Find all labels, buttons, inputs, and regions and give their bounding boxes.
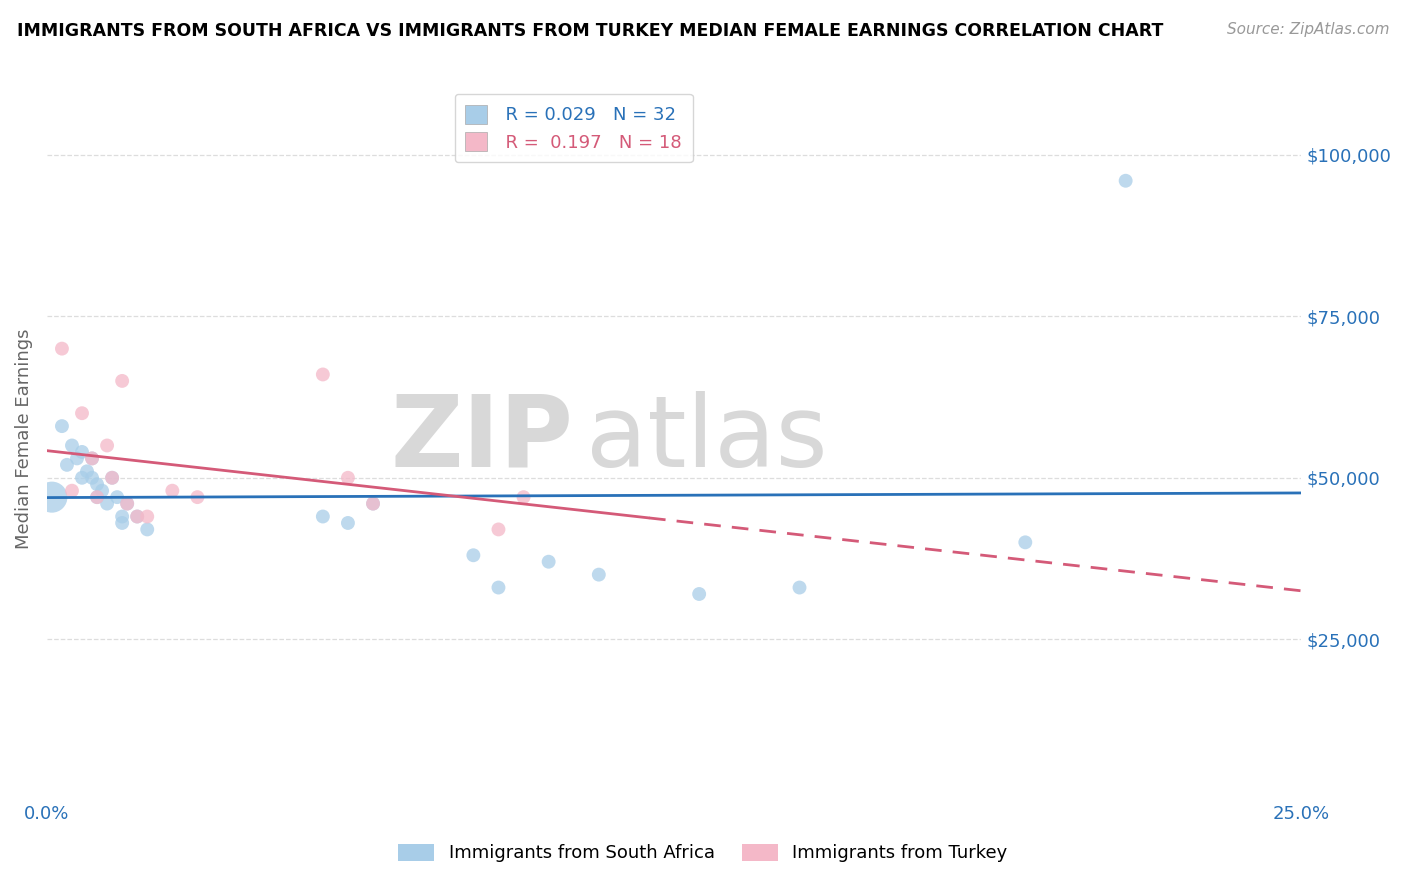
Point — [312, 509, 335, 524]
Point — [127, 509, 149, 524]
Point — [80, 451, 103, 466]
Point — [1014, 535, 1036, 549]
Point — [96, 497, 118, 511]
Point — [512, 490, 534, 504]
Point — [70, 445, 93, 459]
Point — [111, 509, 134, 524]
Point — [51, 342, 73, 356]
Legend:   R = 0.029   N = 32,   R =  0.197   N = 18: R = 0.029 N = 32, R = 0.197 N = 18 — [454, 94, 693, 162]
Point — [86, 477, 108, 491]
Text: IMMIGRANTS FROM SOUTH AFRICA VS IMMIGRANTS FROM TURKEY MEDIAN FEMALE EARNINGS CO: IMMIGRANTS FROM SOUTH AFRICA VS IMMIGRAN… — [17, 22, 1163, 40]
Point — [80, 471, 103, 485]
Point — [86, 490, 108, 504]
Text: atlas: atlas — [586, 391, 828, 488]
Point — [136, 509, 159, 524]
Legend: Immigrants from South Africa, Immigrants from Turkey: Immigrants from South Africa, Immigrants… — [391, 837, 1015, 870]
Point — [101, 471, 124, 485]
Point — [111, 516, 134, 530]
Point — [115, 497, 138, 511]
Point — [91, 483, 114, 498]
Point — [361, 497, 384, 511]
Point — [111, 374, 134, 388]
Point — [56, 458, 79, 472]
Point — [463, 548, 485, 562]
Point — [105, 490, 128, 504]
Point — [115, 497, 138, 511]
Point — [537, 555, 560, 569]
Point — [488, 523, 510, 537]
Point — [162, 483, 184, 498]
Point — [361, 497, 384, 511]
Point — [186, 490, 208, 504]
Point — [60, 483, 83, 498]
Point — [588, 567, 610, 582]
Point — [96, 438, 118, 452]
Point — [70, 471, 93, 485]
Point — [136, 523, 159, 537]
Point — [76, 464, 98, 478]
Point — [488, 581, 510, 595]
Point — [336, 471, 359, 485]
Point — [688, 587, 710, 601]
Point — [70, 406, 93, 420]
Point — [60, 438, 83, 452]
Point — [101, 471, 124, 485]
Point — [789, 581, 811, 595]
Point — [51, 419, 73, 434]
Text: Source: ZipAtlas.com: Source: ZipAtlas.com — [1226, 22, 1389, 37]
Point — [41, 490, 63, 504]
Point — [66, 451, 89, 466]
Y-axis label: Median Female Earnings: Median Female Earnings — [15, 329, 32, 549]
Point — [127, 509, 149, 524]
Text: ZIP: ZIP — [391, 391, 574, 488]
Point — [86, 490, 108, 504]
Point — [336, 516, 359, 530]
Point — [80, 451, 103, 466]
Point — [312, 368, 335, 382]
Point — [1115, 174, 1137, 188]
